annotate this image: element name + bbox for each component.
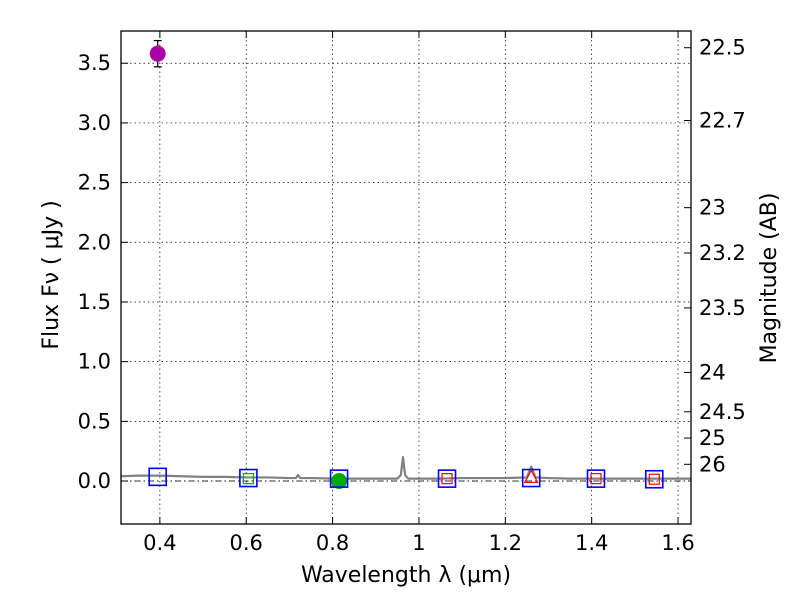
y-tick-label: 3.0 bbox=[78, 111, 111, 135]
x-tick-label: 1.6 bbox=[661, 531, 694, 555]
x-axis-label: Wavelength λ (μm) bbox=[301, 563, 511, 588]
x-tick-label: 1.2 bbox=[489, 531, 522, 555]
upper-limit-marker bbox=[648, 473, 660, 485]
mag-tick-label: 23 bbox=[699, 196, 726, 220]
grid-lines bbox=[121, 31, 691, 524]
mag-tick-label: 23.5 bbox=[699, 296, 746, 320]
upper-limit-marker bbox=[441, 473, 453, 485]
mag-tick-label: 25 bbox=[699, 426, 726, 450]
mag-tick-label: 26 bbox=[699, 452, 726, 476]
model-photometry-marker bbox=[644, 469, 664, 489]
mag-tick-label: 24 bbox=[699, 360, 726, 384]
y-tick-label: 1.0 bbox=[78, 350, 111, 374]
upper-limit-triangle bbox=[523, 469, 539, 484]
y-axis-label: Flux Fν ( μJy ) bbox=[39, 200, 64, 349]
flux-point bbox=[149, 45, 166, 62]
y-tick-label: 3.5 bbox=[78, 51, 111, 75]
x-axis: 0.4 0.6 0.8 1 1.2 1.4 1.6 bbox=[143, 31, 695, 555]
y-axis: 0.0 0.5 1.0 1.5 2.0 2.5 3.0 3.5 bbox=[78, 51, 128, 493]
y-tick-label: 2.0 bbox=[78, 230, 111, 254]
y-tick-label: 1.5 bbox=[78, 290, 111, 314]
x-tick-label: 1.4 bbox=[575, 531, 608, 555]
model-photometry-marker bbox=[437, 469, 457, 488]
x-tick-label: 1 bbox=[412, 531, 425, 555]
model-photometry-marker bbox=[329, 469, 349, 488]
model-photometry-marker bbox=[239, 468, 258, 488]
model-photometry-marker bbox=[148, 467, 168, 487]
y-tick-label: 0.5 bbox=[78, 409, 111, 433]
upper-limit-marker bbox=[590, 473, 602, 485]
upper-limit-marker bbox=[242, 473, 254, 485]
x-tick-label: 0.8 bbox=[316, 531, 349, 555]
y-tick-label: 0.0 bbox=[78, 469, 111, 493]
mag-tick-label: 24.5 bbox=[699, 400, 746, 424]
sed-model-line bbox=[120, 456, 691, 480]
y2-axis-label: Magnitude (AB) bbox=[757, 193, 782, 364]
y-tick-label: 2.5 bbox=[78, 171, 111, 195]
x-tick-label: 0.6 bbox=[230, 531, 263, 555]
plot-frame bbox=[120, 30, 692, 525]
flux-point bbox=[331, 473, 348, 490]
x-tick-label: 0.4 bbox=[143, 531, 176, 555]
mag-tick-label: 23.2 bbox=[699, 241, 746, 265]
mag-tick-label: 22.5 bbox=[699, 36, 746, 60]
model-photometry-marker bbox=[586, 469, 606, 488]
plot-series bbox=[120, 39, 691, 490]
mag-tick-label: 22.7 bbox=[699, 109, 746, 133]
